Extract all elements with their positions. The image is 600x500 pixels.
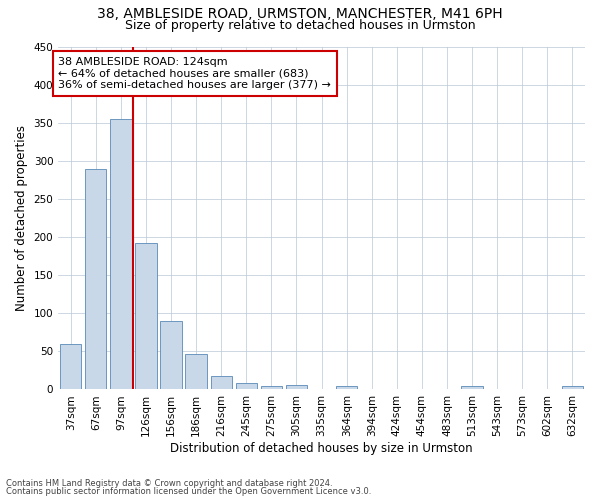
Bar: [60, 344, 82, 390]
Bar: [562, 386, 583, 390]
Bar: [286, 385, 307, 390]
Bar: [261, 386, 282, 390]
Bar: [185, 354, 207, 390]
Text: 38 AMBLESIDE ROAD: 124sqm
← 64% of detached houses are smaller (683)
36% of semi: 38 AMBLESIDE ROAD: 124sqm ← 64% of detac…: [58, 57, 331, 90]
Bar: [336, 386, 358, 390]
Text: Contains public sector information licensed under the Open Government Licence v3: Contains public sector information licen…: [6, 487, 371, 496]
Bar: [85, 169, 106, 390]
Bar: [110, 119, 131, 390]
Bar: [160, 321, 182, 390]
Bar: [461, 386, 483, 390]
Text: Contains HM Land Registry data © Crown copyright and database right 2024.: Contains HM Land Registry data © Crown c…: [6, 478, 332, 488]
Y-axis label: Number of detached properties: Number of detached properties: [15, 125, 28, 311]
Text: 38, AMBLESIDE ROAD, URMSTON, MANCHESTER, M41 6PH: 38, AMBLESIDE ROAD, URMSTON, MANCHESTER,…: [97, 8, 503, 22]
Bar: [211, 376, 232, 390]
Text: Size of property relative to detached houses in Urmston: Size of property relative to detached ho…: [125, 18, 475, 32]
X-axis label: Distribution of detached houses by size in Urmston: Distribution of detached houses by size …: [170, 442, 473, 455]
Bar: [236, 382, 257, 390]
Bar: [136, 243, 157, 390]
